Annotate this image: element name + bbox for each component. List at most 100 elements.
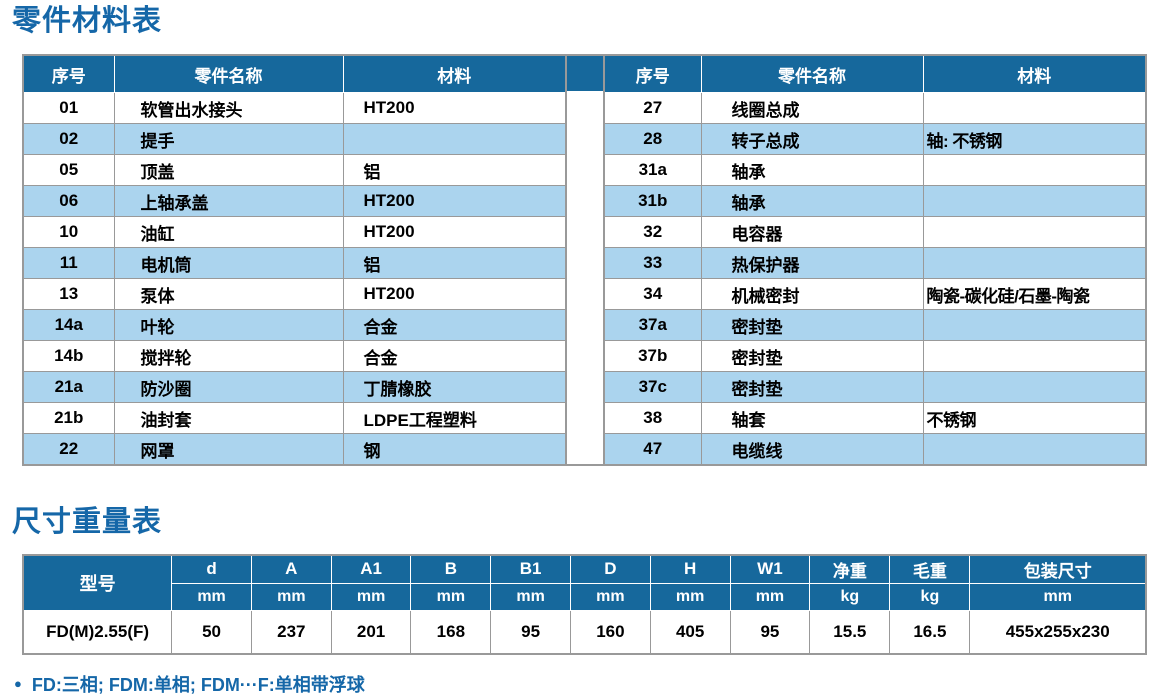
footnote-text: FD:三相; FDM:单相; FDM···F:单相带浮球 bbox=[31, 674, 365, 695]
dims-value: 95 bbox=[490, 609, 571, 655]
part-name: 密封垫 bbox=[700, 340, 924, 373]
part-material: 轴: 不锈钢 bbox=[922, 123, 1147, 156]
dims-value: 455x255x230 bbox=[969, 609, 1147, 655]
part-name: 线圈总成 bbox=[700, 92, 924, 125]
dims-col-label: 毛重 bbox=[889, 554, 971, 584]
parts-row: 05 顶盖铝 bbox=[22, 154, 567, 187]
parts-row: 37b 密封垫 bbox=[603, 340, 1147, 373]
part-name: 转子总成 bbox=[700, 123, 924, 156]
dimensions-weight-table: 型号 d A A1 B B1 D H W1 净重 毛重 包装尺寸 mm mm mm mm mm mm mm mm k… bbox=[22, 553, 1147, 655]
part-no: 37c bbox=[603, 371, 702, 404]
part-name: 软管出水接头 bbox=[113, 92, 344, 125]
header-material: 材料 bbox=[342, 54, 567, 94]
part-material: 丁腈橡胶 bbox=[342, 371, 567, 404]
part-name: 电缆线 bbox=[700, 433, 924, 466]
part-name: 轴套 bbox=[700, 402, 924, 435]
dims-section-title: 尺寸重量表 bbox=[12, 506, 163, 539]
part-material bbox=[922, 154, 1147, 187]
dims-col-label: 净重 bbox=[809, 554, 891, 584]
part-name: 轴承 bbox=[700, 185, 924, 218]
part-no: 13 bbox=[22, 278, 115, 311]
part-name: 搅拌轮 bbox=[113, 340, 344, 373]
bullet-icon: ● bbox=[14, 676, 22, 692]
parts-header-row: 序号 零件名称 材料 bbox=[603, 54, 1147, 94]
part-material: 合金 bbox=[342, 340, 567, 373]
part-material: LDPE工程塑料 bbox=[342, 402, 567, 435]
dims-value: 15.5 bbox=[809, 609, 891, 655]
parts-row: 21a 防沙圈 丁腈橡胶 bbox=[22, 371, 567, 404]
part-name: 密封垫 bbox=[700, 309, 924, 342]
part-name: 电机筒 bbox=[113, 247, 344, 280]
dims-col-unit: mm bbox=[729, 582, 811, 611]
part-no: 14a bbox=[22, 309, 115, 342]
dims-value: 16.5 bbox=[889, 609, 971, 655]
part-no: 34 bbox=[603, 278, 702, 311]
part-name: 网罩 bbox=[113, 433, 344, 466]
parts-row: 13 泵体 HT200 bbox=[22, 278, 567, 311]
part-no: 37a bbox=[603, 309, 702, 342]
dims-col-label: B1 bbox=[490, 554, 571, 584]
part-material bbox=[922, 340, 1147, 373]
dims-col-label: A1 bbox=[330, 554, 412, 584]
parts-row: 33 热保护器 bbox=[603, 247, 1147, 280]
part-material bbox=[922, 309, 1147, 342]
dims-col-unit: mm bbox=[330, 582, 412, 611]
parts-row: 21b 油封套 LDPE工程塑料 bbox=[22, 402, 567, 435]
parts-row: 10 油缸 HT200 bbox=[22, 216, 567, 249]
part-material: HT200 bbox=[342, 216, 567, 249]
dims-col-label: B bbox=[410, 554, 492, 584]
part-no: 21b bbox=[22, 402, 115, 435]
parts-row: 14a 叶轮 合金 bbox=[22, 309, 567, 342]
part-name: 叶轮 bbox=[113, 309, 344, 342]
part-name: 热保护器 bbox=[700, 247, 924, 280]
dims-col-label: W1 bbox=[729, 554, 811, 584]
dims-value: 160 bbox=[570, 609, 651, 655]
parts-header-row: 序号 零件名称 材料 bbox=[22, 54, 567, 94]
parts-row: 37a 密封垫 bbox=[603, 309, 1147, 342]
part-material: 不锈钢 bbox=[922, 402, 1147, 435]
table-gap-spacer-body bbox=[567, 91, 603, 467]
part-no: 37b bbox=[603, 340, 702, 373]
parts-row: 31a 轴承 bbox=[603, 154, 1147, 187]
part-no: 21a bbox=[22, 371, 115, 404]
dims-data-row: FD(M)2.55(F) 50 237 201 168 95 160 405 95 15.5 16… bbox=[22, 609, 1147, 655]
dims-header-row-labels: 型号 d A A1 B B1 D H W1 净重 毛重 包装尺寸 bbox=[22, 554, 1147, 611]
part-name: 防沙圈 bbox=[113, 371, 344, 404]
part-name: 轴承 bbox=[700, 154, 924, 187]
parts-row: 31b 轴承 bbox=[603, 185, 1147, 218]
header-serial-no: 序号 bbox=[22, 54, 115, 94]
part-material: 铝 bbox=[342, 247, 567, 280]
part-material bbox=[342, 123, 567, 156]
dims-col-label: H bbox=[649, 554, 731, 584]
dims-header-row-units: mm mm mm mm mm mm mm mm kg kg mm bbox=[23, 582, 1147, 611]
part-name: 油缸 bbox=[113, 216, 344, 249]
parts-section-title: 零件材料表 bbox=[12, 5, 163, 37]
dims-col-label: 包装尺寸 bbox=[969, 554, 1147, 584]
parts-row: 34 机械密封 陶瓷-碳化硅/石墨-陶瓷 bbox=[603, 278, 1147, 311]
dims-value: 95 bbox=[729, 609, 811, 655]
dims-col-unit: mm bbox=[171, 582, 252, 611]
part-material: 陶瓷-碳化硅/石墨-陶瓷 bbox=[922, 278, 1147, 311]
dims-col-label: A bbox=[250, 554, 332, 584]
parts-row: 32 电容器 bbox=[603, 216, 1147, 249]
part-name: 上轴承盖 bbox=[113, 185, 344, 218]
part-no: 22 bbox=[22, 433, 115, 466]
part-name: 提手 bbox=[113, 123, 344, 156]
part-material bbox=[922, 185, 1147, 218]
parts-row: 47 电缆线 bbox=[603, 433, 1147, 466]
dims-col-unit: mm bbox=[410, 582, 492, 611]
header-serial-no: 序号 bbox=[603, 54, 702, 94]
parts-row: 02 提手 bbox=[22, 123, 567, 156]
part-name: 机械密封 bbox=[700, 278, 924, 311]
part-name: 泵体 bbox=[113, 278, 344, 311]
dims-value: 50 bbox=[171, 609, 252, 655]
part-no: 47 bbox=[603, 433, 702, 466]
part-name: 电容器 bbox=[700, 216, 924, 249]
header-model: 型号 bbox=[22, 554, 173, 611]
part-name: 油封套 bbox=[113, 402, 344, 435]
table-gap-spacer bbox=[567, 54, 603, 467]
model-value: FD(M)2.55(F) bbox=[22, 609, 173, 655]
part-material bbox=[922, 247, 1147, 280]
dims-value: 405 bbox=[649, 609, 731, 655]
